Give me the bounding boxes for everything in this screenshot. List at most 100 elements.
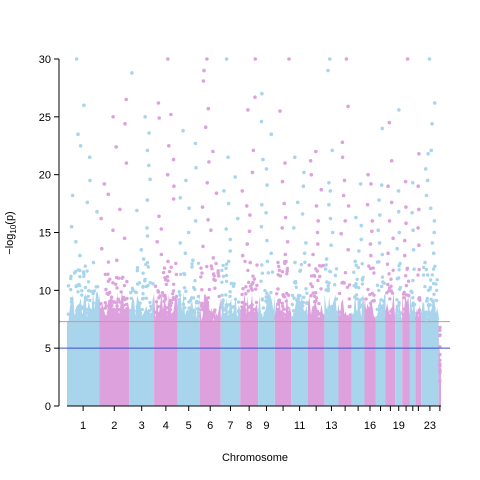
snp-point-significant <box>247 229 252 234</box>
snp-point <box>357 286 361 290</box>
snp-point-significant <box>245 242 250 246</box>
snp-point <box>305 291 309 295</box>
snp-point-significant <box>226 259 231 264</box>
snp-point-significant <box>205 57 209 61</box>
snp-point <box>222 316 226 320</box>
snp-point-significant <box>340 140 345 145</box>
snp-point <box>394 315 398 320</box>
snp-point <box>397 317 401 321</box>
snp-point <box>377 304 382 308</box>
snp-point-significant <box>141 257 146 261</box>
snp-point <box>160 291 165 295</box>
snp-point <box>71 314 76 318</box>
snp-point-significant <box>260 91 264 96</box>
snp-point <box>433 264 437 268</box>
snp-point-significant <box>370 219 375 223</box>
snp-density-band <box>409 292 416 406</box>
snp-point <box>354 310 358 314</box>
chromosome-2 <box>99 97 130 406</box>
snp-point <box>241 301 246 305</box>
chromosome-6 <box>199 57 221 406</box>
snp-point <box>391 268 395 272</box>
snp-point-significant <box>248 213 252 217</box>
snp-point-significant <box>428 206 433 210</box>
snp-point <box>193 287 197 292</box>
snp-point <box>104 317 108 321</box>
snp-point-significant <box>359 237 364 242</box>
snp-point <box>201 305 205 309</box>
snp-point <box>324 308 329 312</box>
snp-point-significant <box>342 178 347 183</box>
snp-point-significant <box>172 184 176 188</box>
snp-density-band <box>67 291 100 406</box>
snp-point-significant <box>370 229 374 234</box>
snp-point <box>298 293 302 298</box>
snp-point-significant <box>236 216 240 221</box>
snp-point <box>111 281 115 285</box>
snp-point <box>233 297 238 301</box>
snp-point <box>355 297 359 301</box>
snp-point-significant <box>251 148 256 153</box>
snp-point <box>213 308 217 312</box>
snp-point <box>122 283 127 288</box>
chromosome-20 <box>401 57 411 406</box>
snp-point <box>426 288 431 292</box>
snp-point-significant <box>386 251 390 256</box>
snp-point <box>183 296 187 301</box>
snp-point <box>250 282 254 286</box>
snp-point <box>105 291 109 296</box>
snp-point-significant <box>354 215 358 220</box>
snp-point <box>323 267 328 271</box>
snp-point <box>285 266 290 271</box>
snp-point-significant <box>410 211 414 215</box>
snp-point <box>248 315 253 319</box>
snp-point <box>78 317 82 321</box>
snp-point <box>267 309 271 313</box>
snp-point <box>182 271 186 276</box>
snp-point-significant <box>228 237 232 242</box>
snp-point <box>192 308 196 312</box>
snp-point-significant <box>145 198 150 202</box>
chromosome-15 <box>351 182 365 406</box>
snp-point <box>438 358 442 362</box>
snp-point-significant <box>430 241 435 245</box>
snp-point-significant <box>95 209 99 214</box>
snp-point <box>375 283 380 287</box>
snp-point <box>199 266 203 270</box>
snp-point <box>385 317 389 321</box>
snp-point <box>96 313 100 317</box>
snp-point-significant <box>302 170 306 175</box>
snp-point-significant <box>346 248 351 252</box>
snp-point-significant <box>201 79 206 83</box>
snp-point <box>307 263 311 267</box>
snp-point-significant <box>424 193 429 198</box>
snp-point <box>285 272 289 276</box>
snp-point-significant <box>426 152 430 156</box>
snp-point <box>368 292 372 297</box>
snp-density-band <box>351 292 365 406</box>
snp-point <box>406 317 411 321</box>
snp-point <box>249 286 254 291</box>
snp-point-significant <box>283 252 288 257</box>
snp-point <box>279 317 283 321</box>
snp-point <box>285 306 290 310</box>
snp-point <box>224 293 228 297</box>
snp-point <box>178 316 182 320</box>
snp-density-band <box>274 294 292 406</box>
snp-point <box>221 274 226 278</box>
snp-point <box>160 316 165 321</box>
y-axis: 0 5 10 15 20 25 30 <box>39 54 60 413</box>
snp-point-significant <box>417 243 421 247</box>
snp-point <box>174 294 179 299</box>
snp-point-significant <box>91 260 96 265</box>
snp-point <box>205 308 209 313</box>
snp-point-significant <box>417 152 421 156</box>
snp-point-significant <box>203 125 208 129</box>
snp-point-significant <box>380 126 385 131</box>
x-axis-title: Chromosome <box>222 452 288 464</box>
snp-point <box>266 271 270 275</box>
snp-point <box>147 314 152 318</box>
snp-point <box>125 279 129 284</box>
snp-point <box>377 260 381 264</box>
snp-point-significant <box>304 241 308 245</box>
